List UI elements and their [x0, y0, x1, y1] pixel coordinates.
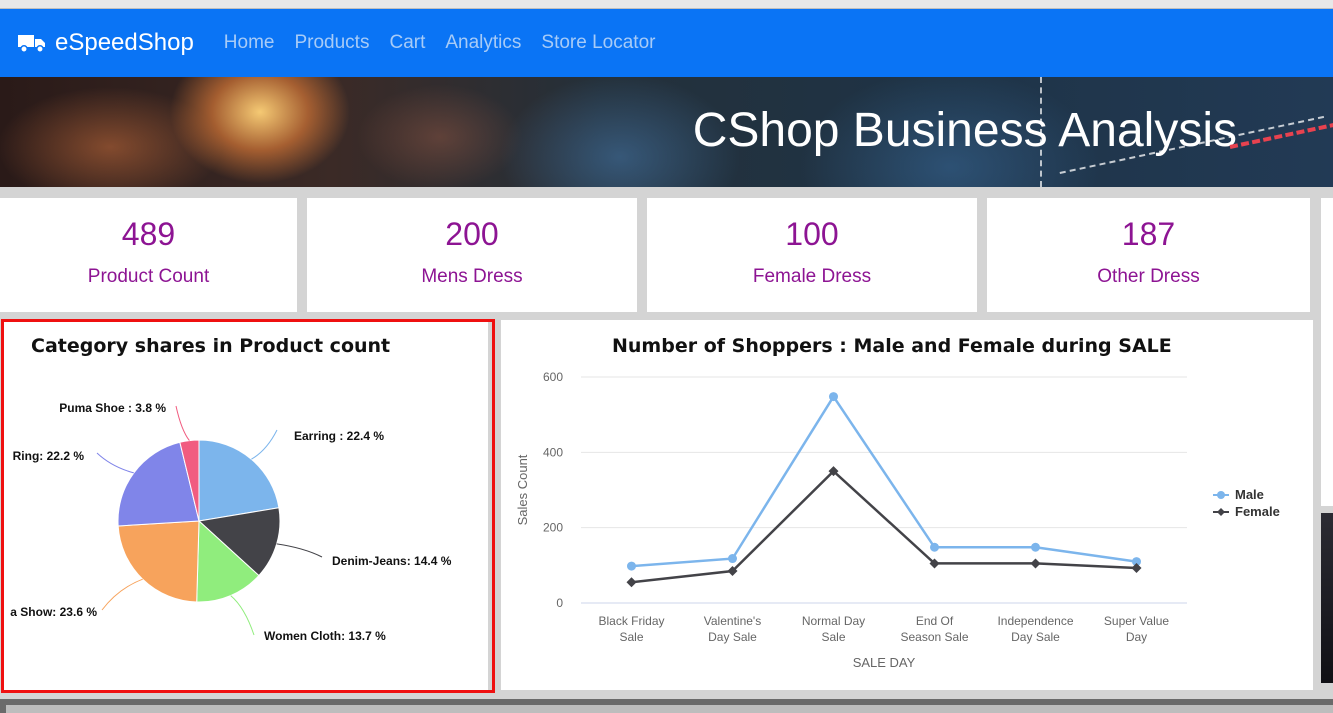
nav-links: Home Products Cart Analytics Store Locat…	[224, 32, 676, 54]
y-tick-label: 400	[543, 445, 563, 459]
data-point[interactable]	[626, 577, 637, 588]
x-tick-label: Normal Day Sale	[802, 614, 865, 644]
data-point[interactable]	[1030, 558, 1041, 569]
x-axis-title: SALE DAY	[853, 655, 916, 670]
data-point[interactable]	[728, 554, 737, 564]
series-line	[631, 394, 1137, 568]
x-tick-label: Valentine's Day Sale	[704, 614, 761, 644]
stat-card-mens-dress: 200 Mens Dress	[307, 198, 637, 312]
y-tick-label: 600	[543, 370, 563, 384]
data-point[interactable]	[930, 542, 939, 552]
pie-slice-label: Denim-Jeans: 14.4 %	[332, 554, 452, 568]
nav-link-cart[interactable]: Cart	[389, 32, 426, 53]
stat-card-product-count: 489 Product Count	[0, 198, 297, 312]
pie-slice-label: Ring: 22.2 %	[13, 449, 85, 463]
nav-link-products[interactable]: Products	[294, 32, 370, 53]
pie-slice[interactable]	[117, 520, 200, 603]
line-chart-title: Number of Shoppers : Male and Female dur…	[612, 335, 1172, 357]
brand[interactable]: eSpeedShop	[18, 29, 194, 57]
pie-slice-label: a Show: 23.6 %	[10, 605, 97, 619]
pie-connector	[276, 543, 323, 558]
right-edge-panel	[1321, 198, 1333, 506]
y-tick-label: 0	[556, 596, 563, 610]
stat-label: Product Count	[87, 266, 210, 287]
data-point[interactable]	[1132, 557, 1141, 567]
stat-value: 200	[445, 216, 499, 252]
banner-title: CShop Business Analysis	[692, 104, 1237, 157]
navbar: eSpeedShop Home Products Cart Analytics …	[0, 9, 1333, 77]
stat-label: Other Dress	[1097, 266, 1200, 287]
nav-link-home[interactable]: Home	[223, 32, 275, 53]
pie-connector	[96, 452, 134, 474]
data-point[interactable]	[1031, 542, 1040, 552]
series-line	[631, 469, 1137, 584]
legend-item[interactable]: Female	[1235, 504, 1280, 519]
data-point[interactable]	[829, 392, 838, 402]
truck-icon	[18, 35, 45, 53]
right-edge-image	[1321, 513, 1333, 683]
stat-card-female-dress: 100 Female Dress	[647, 198, 977, 312]
y-axis-title: Sales Count	[515, 454, 530, 525]
pie-slice[interactable]	[197, 507, 281, 577]
pie-connector	[101, 578, 143, 611]
x-tick-label: Independence Day Sale	[997, 614, 1073, 644]
line-chart-panel: Number of Shoppers : Male and Female dur…	[501, 320, 1313, 690]
horizontal-scrollbar[interactable]	[6, 705, 1333, 713]
pie-connector	[251, 429, 278, 460]
hero-banner: CShop Business Analysis	[0, 77, 1333, 187]
stat-label: Mens Dress	[421, 266, 523, 287]
y-tick-label: 200	[543, 521, 563, 535]
stat-label: Female Dress	[752, 266, 872, 287]
bottom-scroll-area	[0, 699, 1333, 713]
pie-chart-title: Category shares in Product count	[31, 335, 391, 357]
pie-chart: Earring : 22.4 % Denim-Jeans: 14.4 % Women…	[10, 401, 452, 643]
legend-marker	[1217, 508, 1225, 516]
pie-slice-label: Earring : 22.4 %	[294, 429, 384, 443]
x-tick-label: Black Friday Sale	[598, 614, 664, 644]
x-tick-label: End Of Season Sale	[900, 614, 968, 644]
stat-value: 100	[785, 216, 839, 252]
pie-connector	[175, 405, 190, 441]
data-point[interactable]	[727, 565, 738, 576]
stat-value: 489	[121, 216, 176, 252]
data-point[interactable]	[627, 561, 636, 571]
pie-slice-label: Women Cloth: 13.7 %	[264, 629, 386, 643]
banner-streak	[1040, 77, 1042, 187]
x-tick-label: Super Value Day	[1104, 614, 1169, 644]
data-point[interactable]	[929, 558, 940, 569]
nav-link-store-locator[interactable]: Store Locator	[541, 32, 656, 53]
pie-chart-panel: Category shares in Product count Earring…	[2, 320, 488, 690]
pie-slice[interactable]	[196, 519, 260, 603]
brand-name: eSpeedShop	[55, 29, 194, 56]
data-point[interactable]	[828, 466, 839, 477]
stat-value: 187	[1121, 216, 1176, 252]
pie-slice-label: Puma Shoe : 3.8 %	[59, 401, 166, 415]
line-chart: 0 200 400 600 Sales Count Black Friday Sale Val…	[515, 370, 1280, 670]
browser-top-strip	[0, 0, 1333, 9]
legend-item[interactable]: Male	[1235, 487, 1264, 502]
pie-slice[interactable]	[198, 439, 280, 522]
data-point[interactable]	[1131, 562, 1142, 573]
pie-connector	[230, 595, 255, 636]
nav-link-analytics[interactable]: Analytics	[445, 32, 522, 53]
legend-marker	[1217, 491, 1225, 499]
stat-card-other-dress: 187 Other Dress	[987, 198, 1310, 312]
pie-slice[interactable]	[117, 441, 200, 527]
